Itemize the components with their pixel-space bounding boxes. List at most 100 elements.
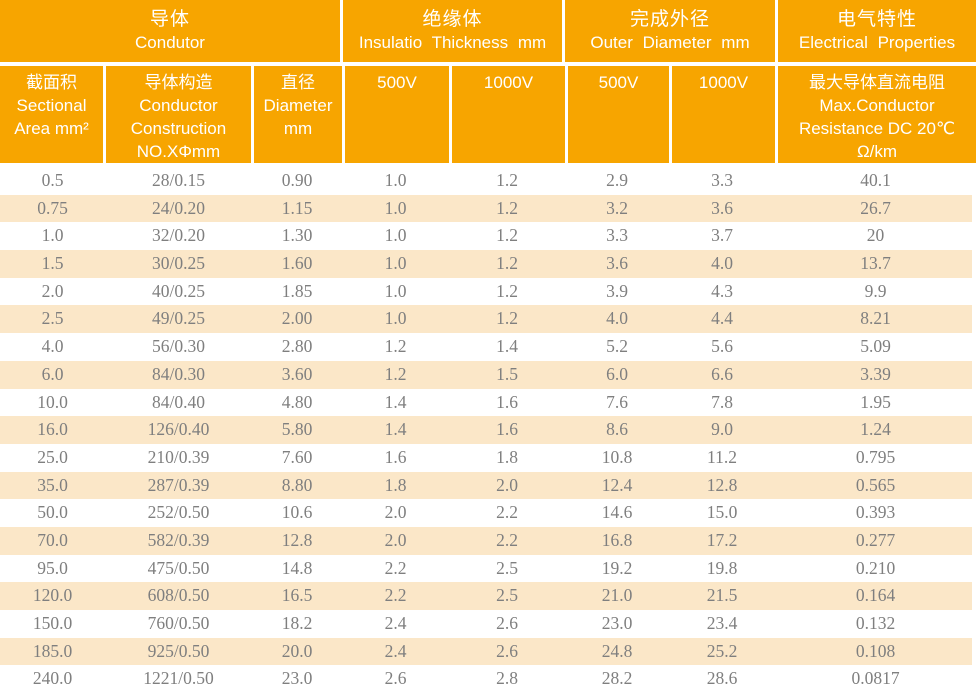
cell: 2.5 [496,585,518,606]
cell: 2.4 [384,613,407,633]
table-row: 70.0 582/0.39 12.8 2.0 2.2 16.8 17.2 0.277 [0,526,978,555]
cell: 210/0.39 [147,446,210,467]
cell: 475/0.50 [147,557,210,578]
cell: 0.565 [855,474,896,495]
cell: 24.8 [601,640,633,661]
cell: 2.2 [384,557,407,578]
cell: 10.0 [37,391,68,412]
cell: 10.8 [601,446,633,467]
cell: 8.80 [281,474,313,495]
cell: 1.5 [496,363,518,384]
cell: 0.0817 [851,668,900,689]
cell: 1.6 [496,419,518,440]
cell: 7.6 [606,391,628,412]
cell: 2.2 [384,585,407,606]
cell: 20.0 [281,640,313,661]
cell: 19.2 [601,557,633,578]
table-row: 10.0 84/0.40 4.80 1.4 1.6 7.6 7.8 1.95 [0,388,978,417]
cell: 760/0.50 [147,613,210,633]
cell: 17.2 [706,529,738,550]
cell: 1.2 [496,225,518,246]
group-header-conductor: 导体 Condutor [0,0,340,62]
col-header-outer-500v: 500V [568,66,669,163]
cell: 1.15 [281,197,313,218]
table-row: 6.0 84/0.30 3.60 1.2 1.5 6.0 6.6 3.39 [0,360,978,389]
cell: 2.2 [496,529,518,550]
group-header-outer-diameter: 完成外径 Outer Diameter mm [565,0,775,62]
cell: 26.7 [860,197,891,218]
cell: 2.0 [41,280,64,301]
cell: 12.8 [281,529,313,550]
cell: 8.6 [606,419,628,440]
cell: 2.6 [384,668,407,689]
cell: 20 [866,225,885,246]
cell: 2.6 [496,640,518,661]
table-row: 185.0 925/0.50 20.0 2.4 2.6 24.8 25.2 0.108 [0,637,978,666]
cell: 608/0.50 [147,585,210,606]
cell: 0.5 [41,170,64,190]
cell: 1.0 [384,280,407,301]
cell: 1.0 [384,308,407,329]
cell: 1.85 [281,280,313,301]
cell: 1.2 [496,170,518,190]
cell: 6.0 [606,363,628,384]
cell: 1.0 [384,170,407,190]
cell: 0.210 [855,557,896,578]
cell: 23.0 [281,668,313,689]
group-title-en: Condutor [135,33,205,53]
cell: 5.09 [860,336,891,357]
header-body-divider [0,162,978,167]
group-header-insulation-thickness: 绝缘体 Insulatio Thickness mm [343,0,562,62]
cell: 4.80 [281,391,313,412]
table-body: 0.5 28/0.15 0.90 1.0 1.2 2.9 3.3 40.1 0.75 24/0.2… [0,167,978,694]
cell: 1.6 [496,391,518,412]
cell: 3.7 [711,225,733,246]
cell: 2.00 [281,308,313,329]
cell: 126/0.40 [147,419,210,440]
cell: 5.2 [606,336,628,357]
cell: 4.0 [606,308,628,329]
cell: 28.6 [706,668,738,689]
cell: 14.8 [281,557,313,578]
table-row: 150.0 760/0.50 18.2 2.4 2.6 23.0 23.4 0.132 [0,610,978,638]
cell: 16.5 [281,585,313,606]
cell: 1.0 [384,225,407,246]
cell: 7.60 [281,446,313,467]
group-title-zh: 完成外径 [629,8,710,30]
cell: 2.80 [281,336,313,357]
cell: 50.0 [37,502,68,523]
cell: 3.3 [606,225,628,246]
table-row: 0.5 28/0.15 0.90 1.0 1.2 2.9 3.3 40.1 [0,167,978,195]
cell: 3.6 [711,197,733,218]
cell: 4.0 [711,253,733,274]
cell: 1.8 [384,474,407,495]
cell: 150.0 [32,613,73,633]
cell: 240.0 [32,668,73,689]
cell: 5.80 [281,419,313,440]
table-row: 0.75 24/0.20 1.15 1.0 1.2 3.2 3.6 26.7 [0,194,978,223]
cell: 1.6 [384,446,407,467]
header-divider [0,62,978,66]
table-row: 1.0 32/0.20 1.30 1.0 1.2 3.3 3.7 20 [0,222,978,251]
cell: 2.8 [496,668,518,689]
cell: 287/0.39 [147,474,210,495]
group-title-zh: 电气特性 [836,8,917,30]
cell: 21.0 [601,585,633,606]
cell: 23.0 [601,613,633,633]
cell: 4.3 [711,280,733,301]
cell: 11.2 [707,446,737,467]
cell: 1.0 [384,253,407,274]
table-row: 16.0 126/0.40 5.80 1.4 1.6 8.6 9.0 1.24 [0,416,978,444]
cell: 9.9 [864,280,887,301]
cell: 30/0.25 [152,253,205,274]
cell: 56/0.30 [152,336,205,357]
cell: 0.90 [281,170,313,190]
cell: 1.8 [496,446,518,467]
cell: 185.0 [32,640,73,661]
cell: 12.8 [706,474,738,495]
cell: 2.5 [496,557,518,578]
cell: 12.4 [601,474,633,495]
cell: 3.3 [711,170,733,190]
cell: 1.2 [496,197,518,218]
cell: 2.9 [606,170,628,190]
